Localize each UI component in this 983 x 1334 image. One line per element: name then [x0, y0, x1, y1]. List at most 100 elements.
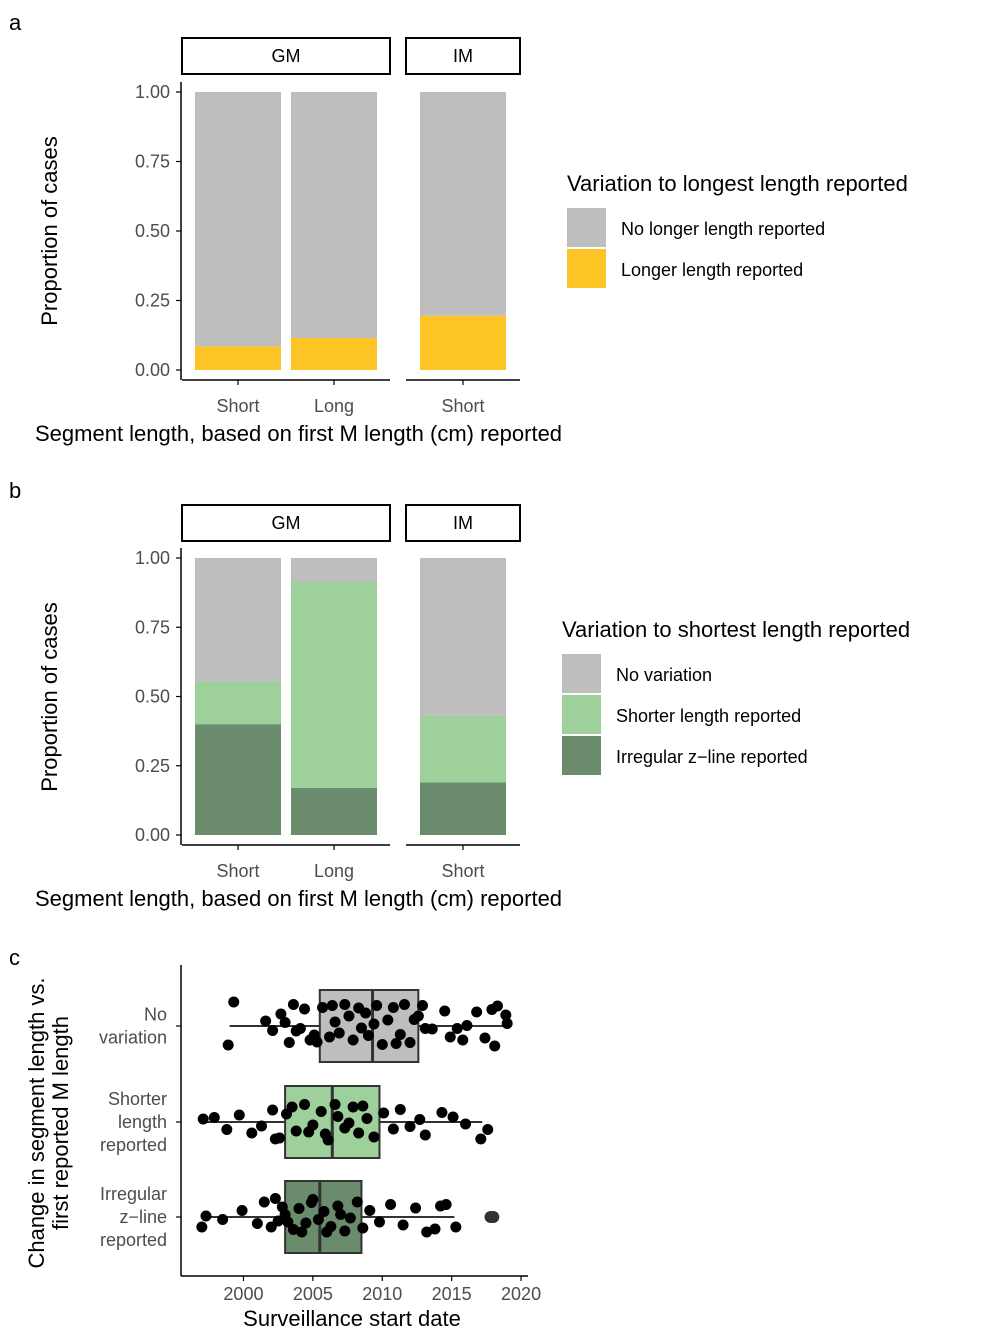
bar-segment — [195, 558, 281, 682]
y-tick-label: 0.25 — [135, 756, 170, 776]
y-tick-label: 0.00 — [135, 825, 170, 845]
data-point — [404, 1121, 416, 1132]
y-tick-label: 0.50 — [135, 221, 170, 241]
data-point — [283, 1037, 295, 1048]
data-point — [460, 1118, 472, 1130]
x-tick-label: Short — [441, 861, 484, 881]
data-point — [394, 1104, 406, 1115]
data-point — [364, 1205, 376, 1216]
y-axis-title: Change in segment length vs. — [24, 977, 49, 1268]
legend-label: No longer length reported — [621, 219, 825, 239]
data-point — [357, 1222, 369, 1234]
data-point — [457, 1034, 469, 1046]
data-point — [357, 1100, 369, 1112]
y-tick-label: variation — [99, 1028, 167, 1048]
bar-segment — [291, 338, 377, 370]
data-point — [233, 1109, 245, 1121]
data-point — [376, 1039, 388, 1050]
bar-segment — [420, 715, 506, 783]
x-tick-label: Long — [314, 861, 354, 881]
data-point — [276, 1201, 288, 1213]
data-point — [444, 1031, 456, 1043]
data-point — [303, 1126, 315, 1138]
bar-segment — [291, 558, 377, 582]
data-point — [290, 1125, 302, 1137]
data-point — [326, 1000, 338, 1011]
bar-segment — [195, 92, 281, 347]
y-tick-label: Shorter — [108, 1089, 167, 1109]
data-point — [353, 1127, 365, 1139]
data-point — [332, 1200, 344, 1212]
data-point — [387, 1123, 399, 1135]
data-point — [394, 1029, 406, 1040]
data-point — [221, 1124, 233, 1135]
legend-label: Irregular z−line reported — [616, 747, 808, 767]
data-point — [475, 1133, 487, 1145]
bar-segment — [291, 92, 377, 339]
data-point — [222, 1039, 234, 1051]
facet-strip — [405, 37, 521, 75]
data-point — [251, 1218, 263, 1229]
data-point — [344, 1212, 356, 1224]
data-point — [447, 1111, 459, 1123]
y-tick-label: reported — [100, 1135, 167, 1155]
data-point — [236, 1205, 248, 1216]
facet-strip — [181, 37, 391, 75]
bar-segment — [420, 315, 506, 370]
data-point — [333, 1027, 345, 1039]
bar-segment — [195, 346, 281, 370]
x-tick-label: 2005 — [293, 1284, 333, 1304]
x-tick-label: Short — [441, 396, 484, 416]
legend-label: No variation — [616, 665, 712, 685]
data-point — [228, 996, 240, 1008]
data-point — [501, 1018, 513, 1029]
data-point — [371, 1000, 383, 1011]
data-point — [421, 1226, 433, 1238]
legend-title: Variation to shortest length reported — [562, 617, 910, 642]
y-tick-label: 1.00 — [135, 548, 170, 568]
outlier-point — [487, 1211, 500, 1223]
data-point — [387, 1002, 399, 1013]
data-point — [373, 1216, 385, 1228]
data-point — [419, 1129, 431, 1141]
panel-label: c — [9, 945, 20, 970]
data-point — [398, 999, 410, 1010]
data-point — [368, 1131, 380, 1143]
data-point — [299, 1003, 311, 1015]
y-tick-label: Irregular — [100, 1184, 167, 1204]
panel-label: a — [9, 10, 22, 35]
data-point — [439, 1005, 451, 1017]
data-point — [404, 1037, 416, 1048]
data-point — [412, 1010, 424, 1022]
data-point — [378, 1107, 390, 1119]
data-point — [269, 1193, 281, 1204]
panel-label: b — [9, 478, 21, 503]
data-point — [311, 1036, 323, 1048]
data-point — [315, 1106, 327, 1117]
x-tick-label: 2000 — [223, 1284, 263, 1304]
data-point — [290, 1025, 302, 1037]
data-point — [329, 1016, 341, 1028]
y-axis-title: first reported M length — [48, 1016, 73, 1230]
facet-strip-label: IM — [453, 46, 473, 66]
legend-key — [562, 695, 601, 734]
data-point — [390, 1038, 402, 1049]
data-point — [267, 1025, 279, 1036]
data-point — [329, 1099, 341, 1110]
x-tick-label: 2010 — [362, 1284, 402, 1304]
data-point — [246, 1127, 258, 1139]
data-point — [269, 1133, 281, 1145]
y-tick-label: 0.00 — [135, 360, 170, 380]
data-point — [287, 999, 299, 1010]
data-point — [355, 1022, 367, 1034]
data-point — [440, 1199, 452, 1210]
data-point — [419, 1023, 431, 1034]
data-point — [296, 1226, 308, 1238]
y-axis-title: Proportion of cases — [37, 136, 62, 326]
x-tick-label: Long — [314, 396, 354, 416]
facet-strip — [405, 504, 521, 542]
y-tick-label: 0.50 — [135, 687, 170, 707]
data-point — [275, 1008, 287, 1020]
legend-key — [567, 249, 606, 288]
